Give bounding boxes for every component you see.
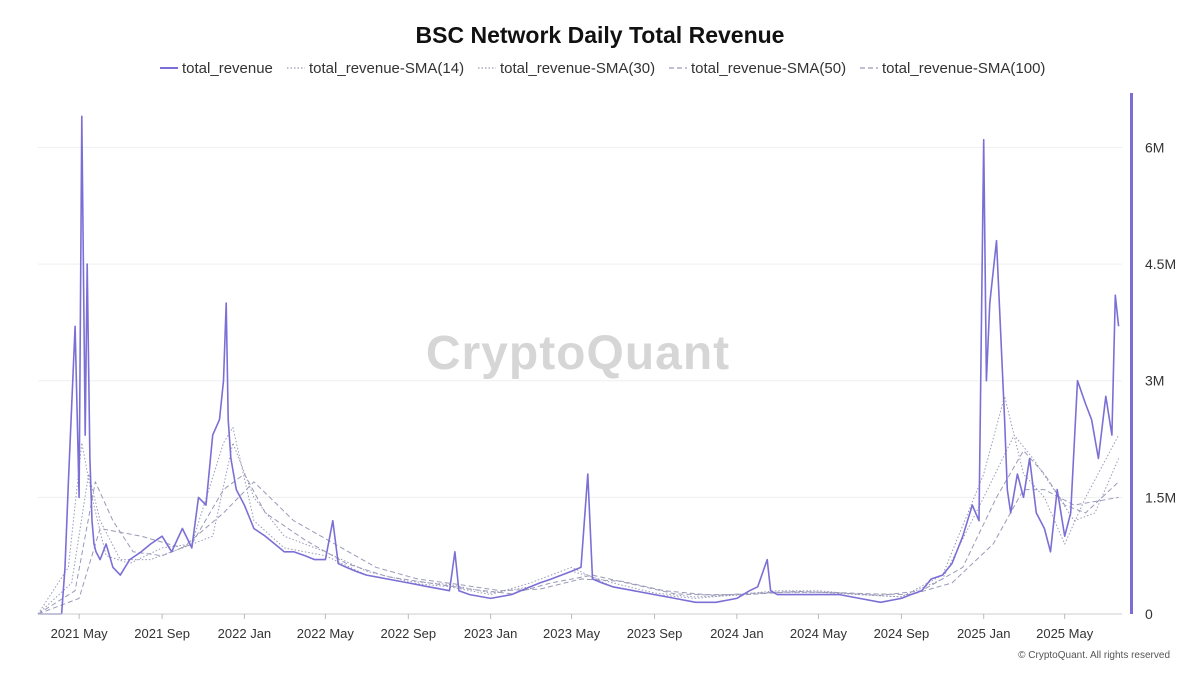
- x-tick-label: 2023 Jan: [464, 626, 518, 641]
- chart-legend: total_revenue total_revenue-SMA(14) total_…: [160, 60, 1045, 77]
- legend-label: total_revenue: [182, 60, 273, 77]
- x-axis-ticks: 2021 May 2021 Sep 2022 Jan 2022 May 2022 Sep…: [51, 614, 1094, 641]
- x-tick-label: 2025 Jan: [957, 626, 1011, 641]
- x-tick-label: 2024 Jan: [710, 626, 764, 641]
- chart-title: BSC Network Daily Total Revenue: [416, 22, 785, 48]
- series-line-total-revenue-sma-30-: [37, 434, 1120, 615]
- x-tick-label: 2025 May: [1036, 626, 1094, 641]
- x-tick-label: 2023 May: [543, 626, 601, 641]
- watermark-logo: CryptoQuant: [426, 327, 730, 380]
- y-axis-ticks: 0 1.5M 3M 4.5M 6M: [1145, 139, 1176, 622]
- x-tick-label: 2021 Sep: [134, 626, 190, 641]
- y-tick-label: 1.5M: [1145, 489, 1176, 505]
- y-tick-label: 3M: [1145, 373, 1164, 389]
- y-tick-label: 4.5M: [1145, 256, 1176, 272]
- x-tick-label: 2021 May: [51, 626, 109, 641]
- x-tick-label: 2022 May: [297, 626, 355, 641]
- legend-label: total_revenue-SMA(50): [691, 60, 846, 77]
- x-tick-label: 2022 Sep: [380, 626, 436, 641]
- series-layer: [37, 115, 1120, 615]
- x-tick-label: 2024 May: [790, 626, 848, 641]
- y-axis-bar: [1130, 93, 1133, 614]
- legend-label: total_revenue-SMA(30): [500, 60, 655, 77]
- x-tick-label: 2023 Sep: [627, 626, 683, 641]
- y-tick-label: 6M: [1145, 139, 1164, 155]
- legend-label: total_revenue-SMA(14): [309, 60, 464, 77]
- series-line-total-revenue-sma-100-: [37, 481, 1119, 615]
- series-line-total-revenue-sma-14-: [37, 395, 1120, 615]
- legend-label: total_revenue-SMA(100): [882, 60, 1045, 77]
- grid-lines: [38, 146, 1122, 498]
- y-tick-label: 0: [1145, 606, 1153, 622]
- series-line-total-revenue: [38, 115, 1120, 615]
- copyright-text: © CryptoQuant. All rights reserved: [1018, 650, 1170, 661]
- x-tick-label: 2024 Sep: [874, 626, 930, 641]
- x-tick-label: 2022 Jan: [218, 626, 272, 641]
